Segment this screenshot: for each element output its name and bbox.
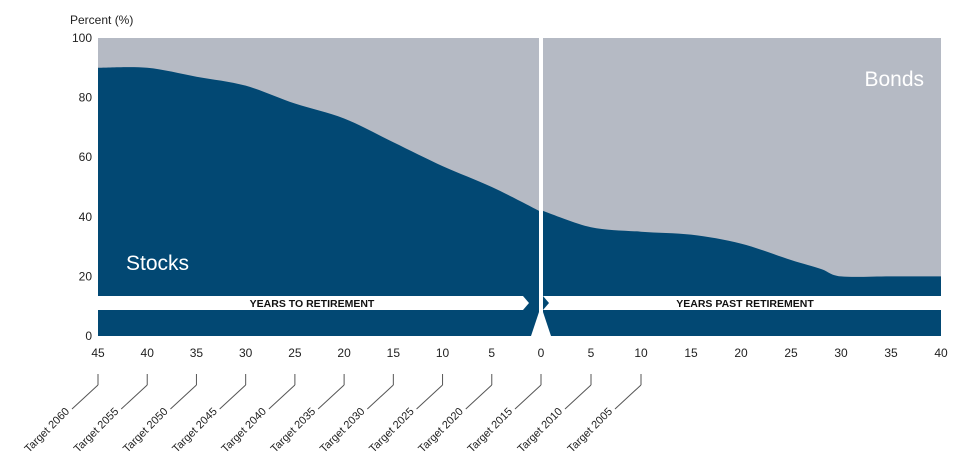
target-label: Target 2025	[367, 406, 417, 456]
x-tick-label: 35	[884, 346, 898, 360]
x-tick-label: 25	[288, 346, 302, 360]
x-tick-label: 10	[436, 346, 450, 360]
target-label: Target 2015	[466, 406, 516, 456]
x-tick-label: 40	[141, 346, 155, 360]
years-past-retirement-label: YEARS PAST RETIREMENT	[676, 298, 814, 310]
y-axis-label: Percent (%)	[70, 13, 133, 27]
target-label: Target 2060	[23, 406, 73, 456]
y-tick-label: 100	[72, 31, 92, 45]
years-to-retirement-arrow	[98, 296, 529, 310]
target-labels: Target 2060 Target 2055 Target 2050 Target …	[23, 374, 642, 456]
y-tick-label: 20	[79, 269, 93, 283]
x-tick-label: 20	[734, 346, 748, 360]
x-tick-label: 35	[190, 346, 204, 360]
y-tick-label: 40	[79, 210, 93, 224]
series-label-bonds: Bonds	[864, 68, 924, 91]
x-tick-label: 30	[239, 346, 253, 360]
target-label: Target 2010	[516, 406, 566, 456]
x-tick-label: 0	[538, 346, 545, 360]
x-tick-label: 20	[337, 346, 351, 360]
x-tick-label: 5	[488, 346, 495, 360]
series-label-stocks: Stocks	[126, 252, 189, 275]
retirement-band: YEARS TO RETIREMENT YEARS PAST RETIREMENT	[98, 38, 941, 336]
x-tick-label: 10	[634, 346, 648, 360]
target-marker: Target 2005	[566, 374, 642, 456]
retirement-divider	[531, 38, 551, 336]
target-label: Target 2030	[318, 406, 368, 456]
target-label: Target 2050	[121, 406, 171, 456]
years-to-retirement-label: YEARS TO RETIREMENT	[250, 298, 375, 310]
y-tick-label: 60	[79, 150, 93, 164]
y-tick-label: 0	[85, 329, 92, 343]
x-tick-label: 45	[91, 346, 105, 360]
x-tick-label: 5	[588, 346, 595, 360]
target-label: Target 2035	[269, 406, 319, 456]
y-ticks: 0 20 40 60 80 100	[72, 31, 92, 343]
target-label: Target 2055	[72, 406, 122, 456]
target-label: Target 2040	[219, 406, 269, 456]
y-tick-label: 80	[79, 91, 93, 105]
x-tick-label: 40	[934, 346, 948, 360]
target-label: Target 2045	[170, 406, 220, 456]
x-tick-label: 25	[784, 346, 798, 360]
x-tick-label: 15	[387, 346, 401, 360]
years-past-retirement-arrow	[543, 296, 941, 310]
plot-areas: Stocks Bonds	[98, 38, 941, 336]
target-label: Target 2020	[416, 406, 466, 456]
x-ticks: 45 40 35 30 25 20 15 10 5 0 5 10 15 20 25 30 35 40	[91, 346, 948, 360]
target-label: Target 2005	[566, 406, 616, 456]
stocks-area-before	[98, 67, 539, 336]
x-tick-label: 30	[834, 346, 848, 360]
x-tick-label: 15	[684, 346, 698, 360]
